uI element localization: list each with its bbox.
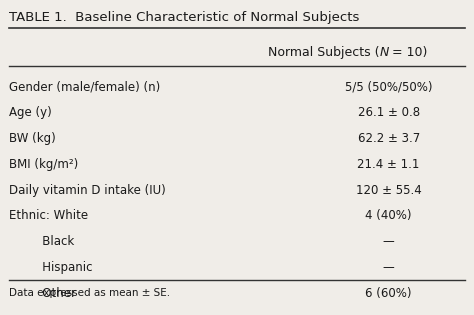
Text: Black: Black bbox=[31, 235, 74, 248]
Text: Ethnic: White: Ethnic: White bbox=[9, 209, 89, 222]
Text: 5/5 (50%/50%): 5/5 (50%/50%) bbox=[345, 80, 432, 93]
Text: 62.2 ± 3.7: 62.2 ± 3.7 bbox=[357, 132, 420, 145]
Text: Age (y): Age (y) bbox=[9, 106, 52, 119]
Text: —: — bbox=[383, 261, 394, 274]
Text: BW (kg): BW (kg) bbox=[9, 132, 56, 145]
Text: = 10): = 10) bbox=[388, 46, 427, 59]
Text: 6 (60%): 6 (60%) bbox=[365, 287, 412, 300]
Text: 120 ± 55.4: 120 ± 55.4 bbox=[356, 184, 421, 197]
Text: Daily vitamin D intake (IU): Daily vitamin D intake (IU) bbox=[9, 184, 166, 197]
Text: TABLE 1.  Baseline Characteristic of Normal Subjects: TABLE 1. Baseline Characteristic of Norm… bbox=[9, 11, 360, 24]
Text: 26.1 ± 0.8: 26.1 ± 0.8 bbox=[357, 106, 420, 119]
Text: 4 (40%): 4 (40%) bbox=[365, 209, 412, 222]
Text: Other: Other bbox=[31, 287, 76, 300]
Text: Normal Subjects (: Normal Subjects ( bbox=[268, 46, 379, 59]
Text: BMI (kg/m²): BMI (kg/m²) bbox=[9, 158, 79, 171]
Text: N: N bbox=[379, 46, 389, 59]
Text: Data expressed as mean ± SE.: Data expressed as mean ± SE. bbox=[9, 288, 171, 298]
Text: Hispanic: Hispanic bbox=[31, 261, 92, 274]
Text: —: — bbox=[383, 235, 394, 248]
Text: 21.4 ± 1.1: 21.4 ± 1.1 bbox=[357, 158, 420, 171]
Text: Gender (male/female) (n): Gender (male/female) (n) bbox=[9, 80, 161, 93]
